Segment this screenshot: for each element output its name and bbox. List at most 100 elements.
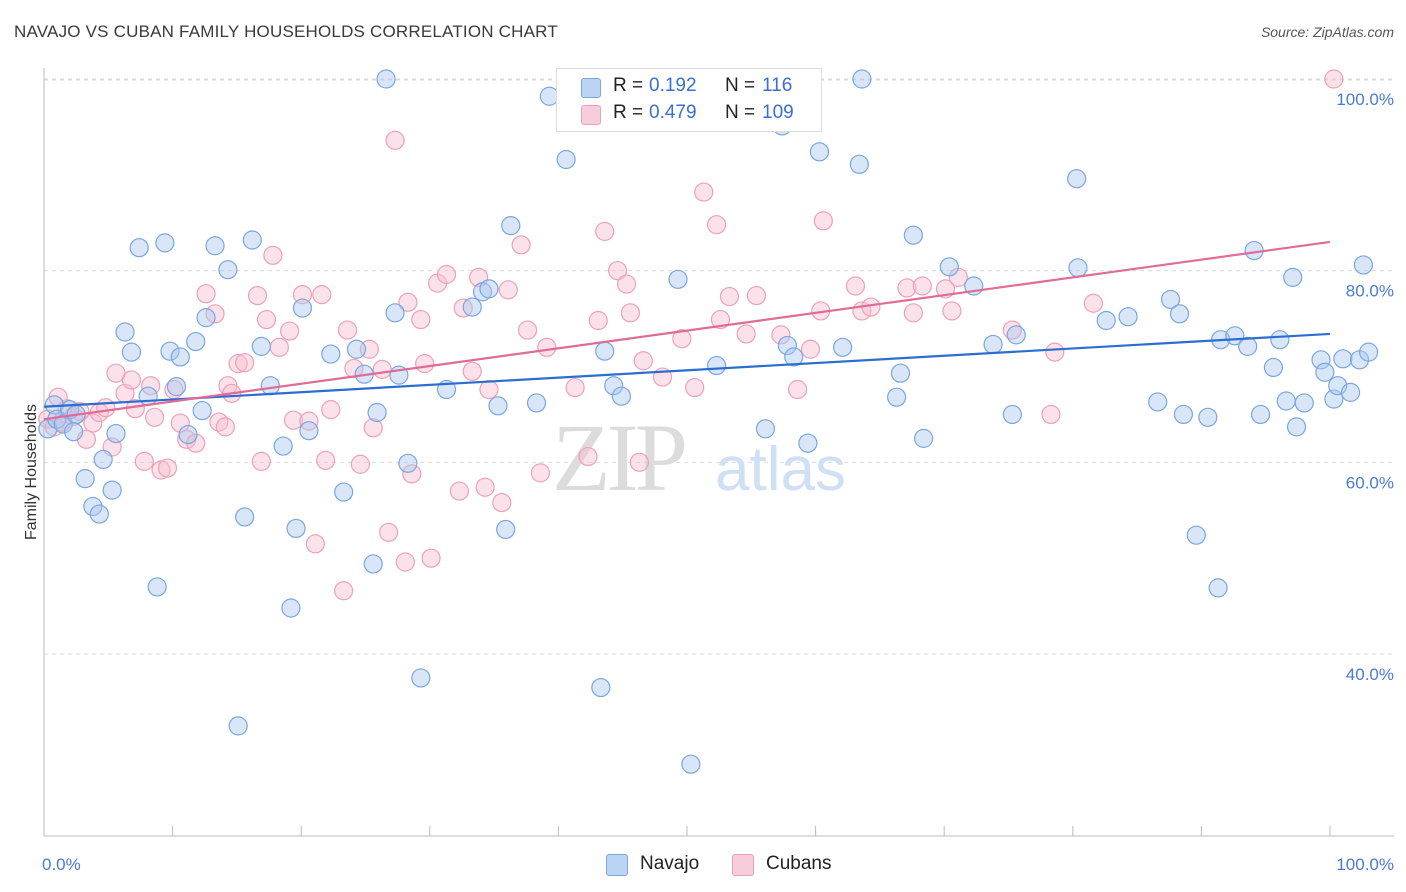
navajo-point — [1315, 362, 1335, 382]
cubans-point — [462, 361, 482, 381]
navajo-point — [205, 236, 225, 256]
cubans-point — [269, 337, 289, 357]
cubans-point — [305, 534, 325, 554]
cubans-point — [228, 354, 248, 374]
tick-labels: 40.0% 60.0% 80.0% 100.0% 0.0% 100.0% — [42, 90, 1394, 874]
cubans-point — [620, 303, 641, 323]
legend-n-value: 116 — [762, 75, 793, 96]
navajo-point — [178, 424, 198, 445]
cubans-point — [588, 310, 608, 331]
navajo-point — [784, 347, 804, 367]
legend-r-label: R = — [613, 102, 644, 123]
y-tick-label: 40.0% — [1346, 665, 1394, 684]
cubans-points — [38, 69, 1344, 601]
navajo-point — [501, 216, 521, 236]
navajo-point — [488, 396, 508, 416]
legend-row-navajo: R = 0.192 N = 116 — [557, 74, 821, 100]
navajo-point — [706, 355, 727, 376]
cubans-point — [292, 285, 313, 305]
cubans-swatch — [581, 105, 601, 125]
y-tick-label: 60.0% — [1346, 473, 1394, 492]
navajo-point — [281, 598, 301, 618]
cubans-point — [800, 339, 821, 359]
navajo-point — [376, 69, 396, 89]
cubans-point — [402, 464, 422, 484]
navajo-point — [1067, 169, 1087, 189]
cubans-point — [1324, 69, 1344, 89]
cubans-point — [379, 522, 399, 542]
navajo-point — [115, 322, 135, 342]
navajo-point — [591, 677, 611, 698]
navajo-point — [63, 422, 84, 442]
cubans-point — [144, 407, 165, 427]
navajo-point — [1270, 330, 1290, 350]
navajo-point — [196, 308, 216, 328]
cubans-point — [511, 235, 531, 255]
navajo-point — [1286, 417, 1307, 437]
navajo-swatch — [606, 854, 628, 876]
navajo-point — [218, 260, 238, 280]
cubans-point — [256, 309, 277, 330]
cubans-point — [492, 492, 512, 513]
navajo-point — [1283, 267, 1303, 287]
navajo-point — [273, 436, 293, 456]
navajo-swatch — [581, 78, 601, 98]
navajo-point — [849, 154, 869, 174]
navajo-point — [755, 419, 776, 439]
cubans-point — [398, 292, 418, 312]
navajo-point — [138, 386, 158, 406]
x-tick-label: 100.0% — [1336, 855, 1394, 874]
navajo-point — [321, 344, 341, 364]
legend-row-cubans: R = 0.479 N = 109 — [557, 101, 821, 127]
navajo-point — [363, 554, 383, 574]
navajo-point — [526, 393, 547, 413]
navajo-point — [1340, 382, 1361, 402]
navajo-point — [166, 377, 187, 397]
navajo-point — [53, 414, 73, 434]
cubans-point — [334, 581, 354, 601]
cubans-point — [1045, 342, 1065, 362]
cubans-swatch — [732, 854, 754, 876]
navajo-point — [852, 69, 872, 89]
cubans-point — [96, 398, 116, 418]
legend-n-label: N = — [725, 102, 756, 123]
watermark-zip: ZIP — [552, 404, 685, 511]
legend-label-navajo: Navajo — [640, 853, 700, 874]
navajo-point — [668, 269, 688, 289]
cubans-point — [121, 370, 142, 390]
navajo-point — [260, 376, 280, 396]
cubans-point — [283, 410, 304, 430]
y-tick-label: 100.0% — [1336, 90, 1394, 109]
navajo-point — [1160, 289, 1181, 310]
cubans-point — [350, 454, 370, 474]
navajo-point — [1333, 349, 1353, 369]
chart-title: NAVAJO VS CUBAN FAMILY HOUSEHOLDS CORREL… — [14, 22, 558, 41]
navajo-point — [1118, 307, 1138, 327]
cubans-point — [316, 450, 336, 471]
legend-r-label: R = — [613, 75, 644, 96]
cubans-point — [385, 130, 405, 150]
cubans-point — [134, 451, 154, 471]
cubans-point — [280, 321, 300, 341]
navajo-point — [93, 449, 113, 470]
cubans-point — [157, 458, 178, 478]
navajo-point — [242, 230, 262, 250]
cubans-point — [537, 337, 557, 357]
cubans-point — [530, 463, 550, 483]
cubans-point — [395, 552, 415, 572]
navajo-point — [914, 428, 934, 448]
navajo-point — [833, 337, 853, 357]
cubans-trend-line — [43, 240, 1331, 421]
navajo-point — [121, 342, 142, 362]
navajo-point — [1173, 404, 1193, 425]
navajo-point — [346, 339, 367, 359]
cubans-point — [903, 303, 923, 323]
navajo-point — [1250, 404, 1271, 425]
navajo-point — [1006, 325, 1026, 345]
x-tick-label: 0.0% — [42, 855, 81, 874]
navajo-point — [251, 336, 271, 356]
navajo-point — [595, 341, 615, 361]
navajo-point — [147, 577, 167, 597]
navajo-trend-line — [43, 332, 1331, 408]
navajo-point — [903, 225, 923, 245]
